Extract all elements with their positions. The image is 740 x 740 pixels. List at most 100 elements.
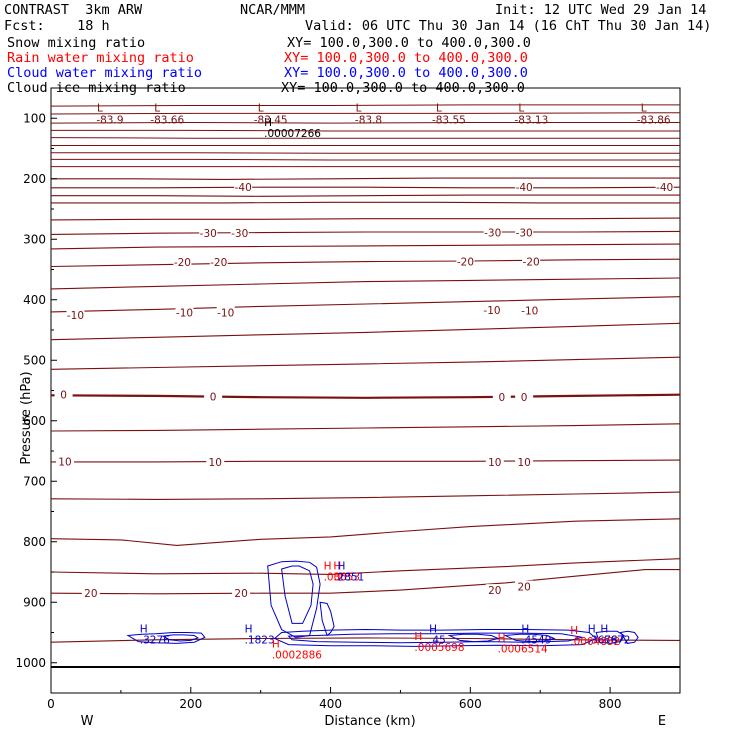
minimum-marker: L	[356, 102, 362, 114]
cloud-water-contour	[273, 628, 598, 647]
maximum-marker: H	[245, 624, 253, 636]
isotherm-label: -10	[176, 307, 193, 319]
isotherm-label: 10	[209, 457, 222, 469]
minimum-marker: L	[97, 102, 103, 114]
cloud-water-contour	[281, 565, 314, 624]
tropopause-line	[51, 152, 680, 154]
maximum-value: 3653	[333, 572, 360, 584]
field-snow-xy: XY= 100.0,300.0 to 400.0,300.0	[287, 35, 531, 51]
isotherm-label-bg	[515, 226, 534, 239]
isotherm-label: 0	[498, 392, 505, 404]
x-tick-label: 0	[47, 697, 55, 711]
isotherm-label-bg	[175, 306, 194, 319]
isotherm-line	[51, 194, 680, 197]
minimum-value: -83.45	[254, 114, 288, 126]
isotherm-label: -10	[67, 310, 84, 322]
isotherm-label: -40	[235, 182, 252, 194]
isotherm-line	[50, 518, 681, 546]
field-cloud-water-xy: XY= 100.0,300.0 to 400.0,300.0	[284, 65, 528, 81]
maximum-value: .0002886	[272, 650, 322, 662]
maximum-marker: H	[140, 624, 148, 636]
y-tick-label: 800	[23, 535, 46, 549]
isotherm-line	[50, 423, 681, 432]
y-axis-title: Pressure (hPa)	[19, 371, 34, 464]
isotherm-label-bg	[522, 255, 541, 268]
cloud-water-contours	[126, 560, 639, 647]
minimum-value: -83.8	[355, 114, 382, 126]
tropopause-line	[51, 158, 680, 161]
x-tick-label: 200	[179, 697, 202, 711]
isotherm-label: -40	[516, 182, 533, 194]
isotherm-zero-line	[50, 393, 681, 399]
y-tick-label: 700	[23, 474, 46, 488]
isotherm-line	[50, 569, 680, 595]
y-tick-label: 500	[23, 353, 46, 367]
isotherm-label-bg	[483, 226, 502, 239]
y-tick-label: 600	[23, 414, 46, 428]
isotherm-label-bg	[520, 304, 539, 317]
isotherm-line	[50, 217, 681, 221]
x-tick-label: 600	[459, 697, 482, 711]
isotherm-label: 20	[84, 588, 97, 600]
isotherm-label: 10	[488, 457, 501, 469]
isotherm-line	[50, 243, 681, 250]
maximum-value: .0004852	[570, 636, 620, 648]
isotherm-label-bg	[206, 455, 225, 468]
isotherm-label: -20	[174, 257, 191, 269]
maximum-value: .45	[429, 635, 446, 647]
isotherm-label-bg	[230, 227, 249, 240]
isotherm-label-bg	[515, 181, 534, 194]
cloud-water-contour	[503, 633, 556, 643]
isotherm-label-bg	[204, 390, 223, 403]
isotherm-line	[50, 258, 681, 268]
isotherm-label-bg	[485, 584, 504, 597]
minimum-marker: L	[154, 102, 160, 114]
x-tick-label: 800	[599, 697, 622, 711]
isotherm-label: 10	[58, 456, 71, 468]
isotherm-label: -10	[483, 305, 500, 317]
maximum-marker: H	[324, 561, 332, 573]
contour-labels: -40 -40 -40 -30 -30 -30 -30 -20 -20 -20 -20 -10 -10 -…	[54, 102, 674, 662]
isotherm-label: -10	[521, 306, 538, 318]
minimum-value: -83.86	[637, 114, 671, 126]
isotherm-line	[51, 201, 680, 204]
maximum-marker: H	[264, 117, 272, 129]
isotherm-line	[50, 637, 681, 643]
isotherm-label-bg	[655, 181, 674, 194]
y-tick-label: 100	[23, 111, 46, 125]
isotherm-line	[50, 277, 681, 290]
maximum-marker: H	[521, 624, 529, 636]
isotherm-label: -20	[523, 257, 540, 269]
maximum-value: .1823	[245, 635, 275, 647]
isotherm-label: -30	[516, 228, 533, 240]
isotherm-line	[50, 296, 681, 313]
cloud-water-contour	[161, 634, 199, 642]
tropopause-line	[50, 137, 680, 139]
model-title: CONTRAST 3km ARW	[4, 2, 143, 18]
maximum-marker: H	[570, 625, 578, 637]
isotherm-line	[50, 558, 681, 575]
isotherm-line	[51, 186, 681, 189]
maximum-value: .4549	[521, 635, 551, 647]
isotherm-label-bg	[173, 256, 192, 269]
isotherm-label: 0	[521, 392, 528, 404]
maximum-value: .000	[324, 572, 347, 584]
maximum-marker: H	[588, 624, 596, 636]
cloud-water-contour	[267, 560, 321, 638]
maximum-value: .3276	[140, 635, 170, 647]
minimum-value: -83.66	[150, 114, 184, 126]
y-tick-label: 200	[23, 172, 46, 186]
minimum-marker: L	[436, 102, 442, 114]
isotherm-label-bg	[485, 455, 504, 468]
maximum-marker: H	[338, 561, 346, 573]
maximum-marker: H	[272, 639, 280, 651]
cloud-water-contour	[319, 601, 335, 637]
isotherm-label-bg	[66, 308, 85, 321]
isotherm-label: 20	[488, 585, 501, 597]
forecast-hour: Fcst: 18 h	[4, 18, 110, 34]
isotherm-label: 20	[234, 588, 247, 600]
isotherm-line	[50, 491, 681, 500]
direction-east: E	[658, 714, 666, 729]
